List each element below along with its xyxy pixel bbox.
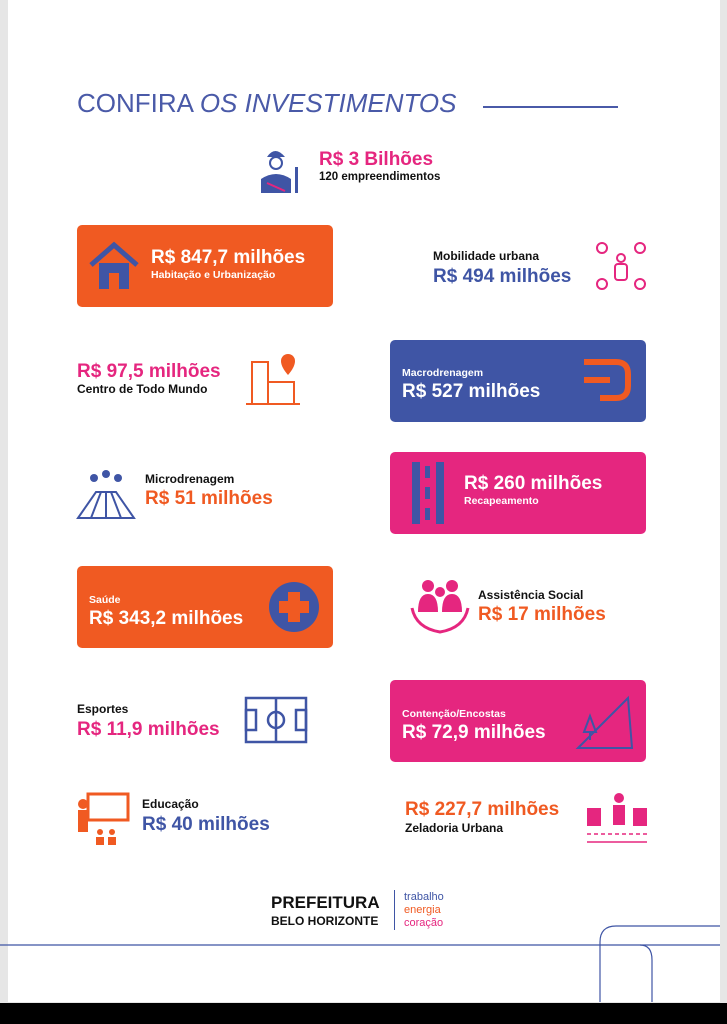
total-amount: R$ 3 Bilhões [319,149,434,170]
amount: R$ 260 milhões [464,473,603,494]
label: Centro de Todo Mundo [77,382,208,396]
label: Assistência Social [478,588,584,602]
amount: R$ 527 milhões [402,381,541,402]
pipes-icon [584,359,631,401]
card: R$ 847,7 milhões Habitação e Urbanização [77,225,333,307]
house-icon [89,241,139,289]
title-emphasis: OS INVESTIMENTOS [199,88,457,118]
label: Esportes [77,702,129,716]
amount: R$ 51 milhões [145,488,273,509]
amount: R$ 847,7 milhões [151,247,306,268]
label: Educação [142,797,199,811]
label: Recapeamento [464,495,539,507]
brand-line: BELO HORIZONTE [271,914,379,928]
worker-icon [261,151,298,193]
label: Microdrenagem [145,472,235,486]
amount: R$ 17 milhões [478,604,606,625]
amount: R$ 40 milhões [142,814,270,835]
health-icon [269,582,319,632]
label: Macrodrenagem [402,367,484,379]
motto-word: energia [404,904,441,916]
card: Contenção/Encostas R$ 72,9 milhões [390,680,646,762]
card: R$ 260 milhões Recapeamento [390,452,646,534]
motto-word: coração [404,917,444,929]
amount: R$ 343,2 milhões [89,608,244,629]
title-rule [483,106,618,108]
motto: trabalho energia coração [404,891,444,930]
label: Zeladoria Urbana [405,821,504,835]
amount: R$ 97,5 milhões [77,361,221,382]
title: CONFIRA OS INVESTIMENTOS [77,88,457,119]
title-text: CONFIRA [77,88,193,118]
building-icon [246,354,300,405]
brand-divider [394,890,395,930]
amount: R$ 227,7 milhões [405,799,560,820]
motto-word: trabalho [404,891,444,903]
footer-lines [0,925,720,1002]
card: Macrodrenagem R$ 527 milhões [390,340,646,422]
teacher-icon [78,792,130,845]
care-icon [410,580,470,634]
amount: R$ 72,9 milhões [402,722,546,743]
total-label: 120 empreendimentos [319,171,441,183]
label: Mobilidade urbana [433,249,540,263]
label: Habitação e Urbanização [151,269,276,281]
rain-icon [76,470,136,519]
label: Contenção/Encostas [402,708,506,720]
cleaning-icon [587,793,647,843]
brand-line: PREFEITURA [271,893,380,912]
label: Saúde [89,594,121,606]
amount: R$ 494 milhões [433,266,572,287]
field-icon [244,696,308,744]
card: Saúde R$ 343,2 milhões [77,566,333,648]
slope-icon [575,695,634,749]
bottom-bar [0,1003,727,1024]
mobility-icon [596,242,646,290]
road-icon [412,462,444,524]
amount: R$ 11,9 milhões [77,719,220,740]
